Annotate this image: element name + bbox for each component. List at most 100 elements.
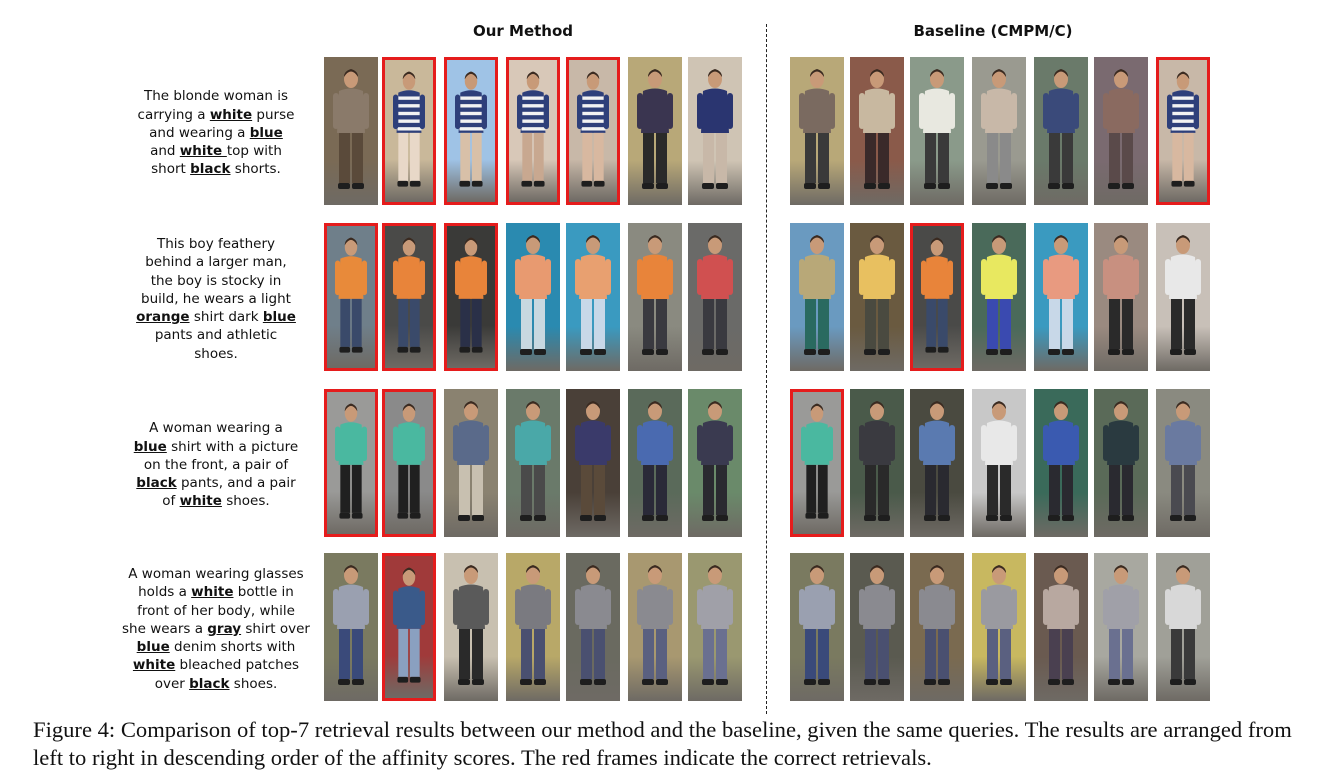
figure-caption: Figure 4: Comparison of top-7 retrieval …: [33, 717, 1292, 770]
query-text: A woman wearing a blue shirt with a pictu…: [122, 390, 310, 540]
baseline-result-image: [972, 57, 1026, 205]
ours-result-image: [628, 223, 682, 371]
baseline-result-image: [1094, 57, 1148, 205]
query-segment: behind a larger man,: [145, 254, 287, 271]
pedestrian-figure: [515, 401, 551, 521]
pedestrian-figure: [697, 565, 733, 685]
query-segment: the boy is stocky in: [150, 272, 282, 289]
query-segment: shoes.: [229, 675, 278, 692]
baseline-result-image: [790, 553, 844, 701]
pedestrian-figure: [575, 401, 611, 521]
query-segment: carrying a: [137, 106, 210, 123]
baseline-result-image: [850, 553, 904, 701]
ours-result-image-correct: [382, 553, 436, 701]
query-text: The blonde woman is carrying a white purs…: [122, 58, 310, 208]
pedestrian-figure: [859, 69, 895, 189]
pedestrian-figure: [1165, 235, 1201, 355]
ours-result-image: [688, 223, 742, 371]
ours-result-image: [506, 553, 560, 701]
ours-result-image: [324, 57, 378, 205]
baseline-result-image: [910, 389, 964, 537]
query-segment: bleached patches: [175, 657, 300, 674]
pedestrian-figure: [981, 235, 1017, 355]
baseline-result-image: [850, 389, 904, 537]
ours-result-image-correct: [382, 57, 436, 205]
ours-result-image: [566, 223, 620, 371]
baseline-result-image: [1094, 389, 1148, 537]
pedestrian-figure: [577, 71, 609, 187]
highlighted-attribute: white: [179, 493, 222, 510]
query-segment: A woman wearing glasses: [128, 565, 304, 582]
query-segment: pants and athletic: [154, 327, 278, 344]
ours-result-image: [324, 553, 378, 701]
query-segment: and wearing a: [149, 124, 250, 141]
pedestrian-figure: [919, 69, 955, 189]
pedestrian-figure: [515, 235, 551, 355]
pedestrian-figure: [1043, 69, 1079, 189]
pedestrian-figure: [1167, 71, 1199, 187]
baseline-result-image: [1156, 389, 1210, 537]
ours-result-image: [628, 553, 682, 701]
baseline-result-image: [972, 553, 1026, 701]
pedestrian-figure: [453, 565, 489, 685]
baseline-result-image: [1034, 389, 1088, 537]
ours-result-image-correct: [324, 389, 378, 537]
pedestrian-figure: [393, 237, 425, 353]
query-segment: on the front, a pair of: [143, 456, 289, 473]
highlighted-attribute: gray: [207, 620, 242, 637]
baseline-result-image: [1156, 223, 1210, 371]
baseline-result-image-correct: [910, 223, 964, 371]
method-divider: [766, 24, 767, 714]
highlighted-attribute: blue: [133, 438, 167, 455]
query-segment: denim shorts with: [169, 639, 296, 656]
pedestrian-figure: [859, 235, 895, 355]
highlighted-attribute: white: [179, 143, 227, 160]
query-text: A woman wearing glasses holds a white bot…: [122, 554, 310, 704]
query-segment: A woman wearing a: [149, 420, 283, 437]
pedestrian-figure: [859, 401, 895, 521]
baseline-result-image: [972, 389, 1026, 537]
query-segment: purse: [252, 106, 295, 123]
ours-result-image: [444, 389, 498, 537]
pedestrian-figure: [921, 237, 953, 353]
pedestrian-figure: [455, 237, 487, 353]
pedestrian-figure: [1103, 401, 1139, 521]
ours-result-image: [566, 553, 620, 701]
query-segment: shorts.: [230, 161, 281, 178]
highlighted-attribute: blue: [136, 639, 170, 656]
highlighted-attribute: black: [189, 675, 230, 692]
pedestrian-figure: [637, 565, 673, 685]
pedestrian-figure: [393, 71, 425, 187]
query-segment: over: [154, 675, 190, 692]
pedestrian-figure: [575, 565, 611, 685]
query-segment: bottle in: [233, 584, 294, 601]
query-segment: she wears a: [122, 620, 208, 637]
baseline-result-image: [1034, 553, 1088, 701]
pedestrian-figure: [453, 401, 489, 521]
query-segment: front of her body, while: [137, 602, 295, 619]
pedestrian-figure: [637, 235, 673, 355]
ours-result-image: [506, 223, 560, 371]
pedestrian-figure: [517, 71, 549, 187]
pedestrian-figure: [697, 69, 733, 189]
pedestrian-figure: [1043, 565, 1079, 685]
our-method-header: Our Method: [472, 22, 574, 40]
ours-result-image: [688, 553, 742, 701]
pedestrian-figure: [1103, 235, 1139, 355]
pedestrian-figure: [1165, 565, 1201, 685]
pedestrian-figure: [697, 235, 733, 355]
query-segment: The blonde woman is: [143, 88, 289, 105]
baseline-result-image-correct: [1156, 57, 1210, 205]
ours-result-image: [628, 389, 682, 537]
pedestrian-figure: [393, 567, 425, 683]
pedestrian-figure: [1103, 69, 1139, 189]
baseline-result-image: [850, 223, 904, 371]
ours-result-image: [506, 389, 560, 537]
pedestrian-figure: [697, 401, 733, 521]
highlighted-attribute: white: [132, 657, 176, 674]
ours-result-image-correct: [382, 389, 436, 537]
query-text: This boy feathery behind a larger man, the…: [122, 224, 310, 374]
pedestrian-figure: [515, 565, 551, 685]
ours-result-image-correct: [506, 57, 560, 205]
pedestrian-figure: [801, 403, 833, 519]
